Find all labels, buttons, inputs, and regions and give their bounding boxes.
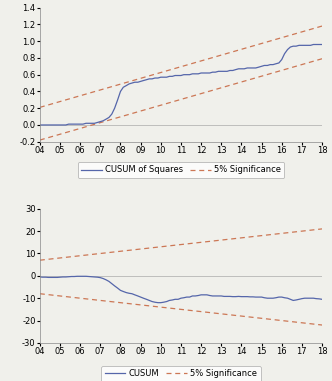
Legend: CUSUM, 5% Significance: CUSUM, 5% Significance xyxy=(101,366,261,381)
Legend: CUSUM of Squares, 5% Significance: CUSUM of Squares, 5% Significance xyxy=(78,162,284,178)
